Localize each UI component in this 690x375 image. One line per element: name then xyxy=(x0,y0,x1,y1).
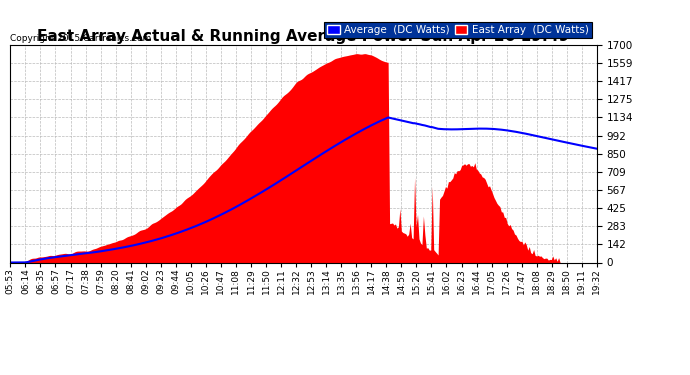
Text: Copyright 2015 Cartronics.com: Copyright 2015 Cartronics.com xyxy=(10,34,152,43)
Legend: Average  (DC Watts), East Array  (DC Watts): Average (DC Watts), East Array (DC Watts… xyxy=(324,22,591,38)
Title: East Array Actual & Running Average Power Sun Apr 26 19:49: East Array Actual & Running Average Powe… xyxy=(37,29,570,44)
